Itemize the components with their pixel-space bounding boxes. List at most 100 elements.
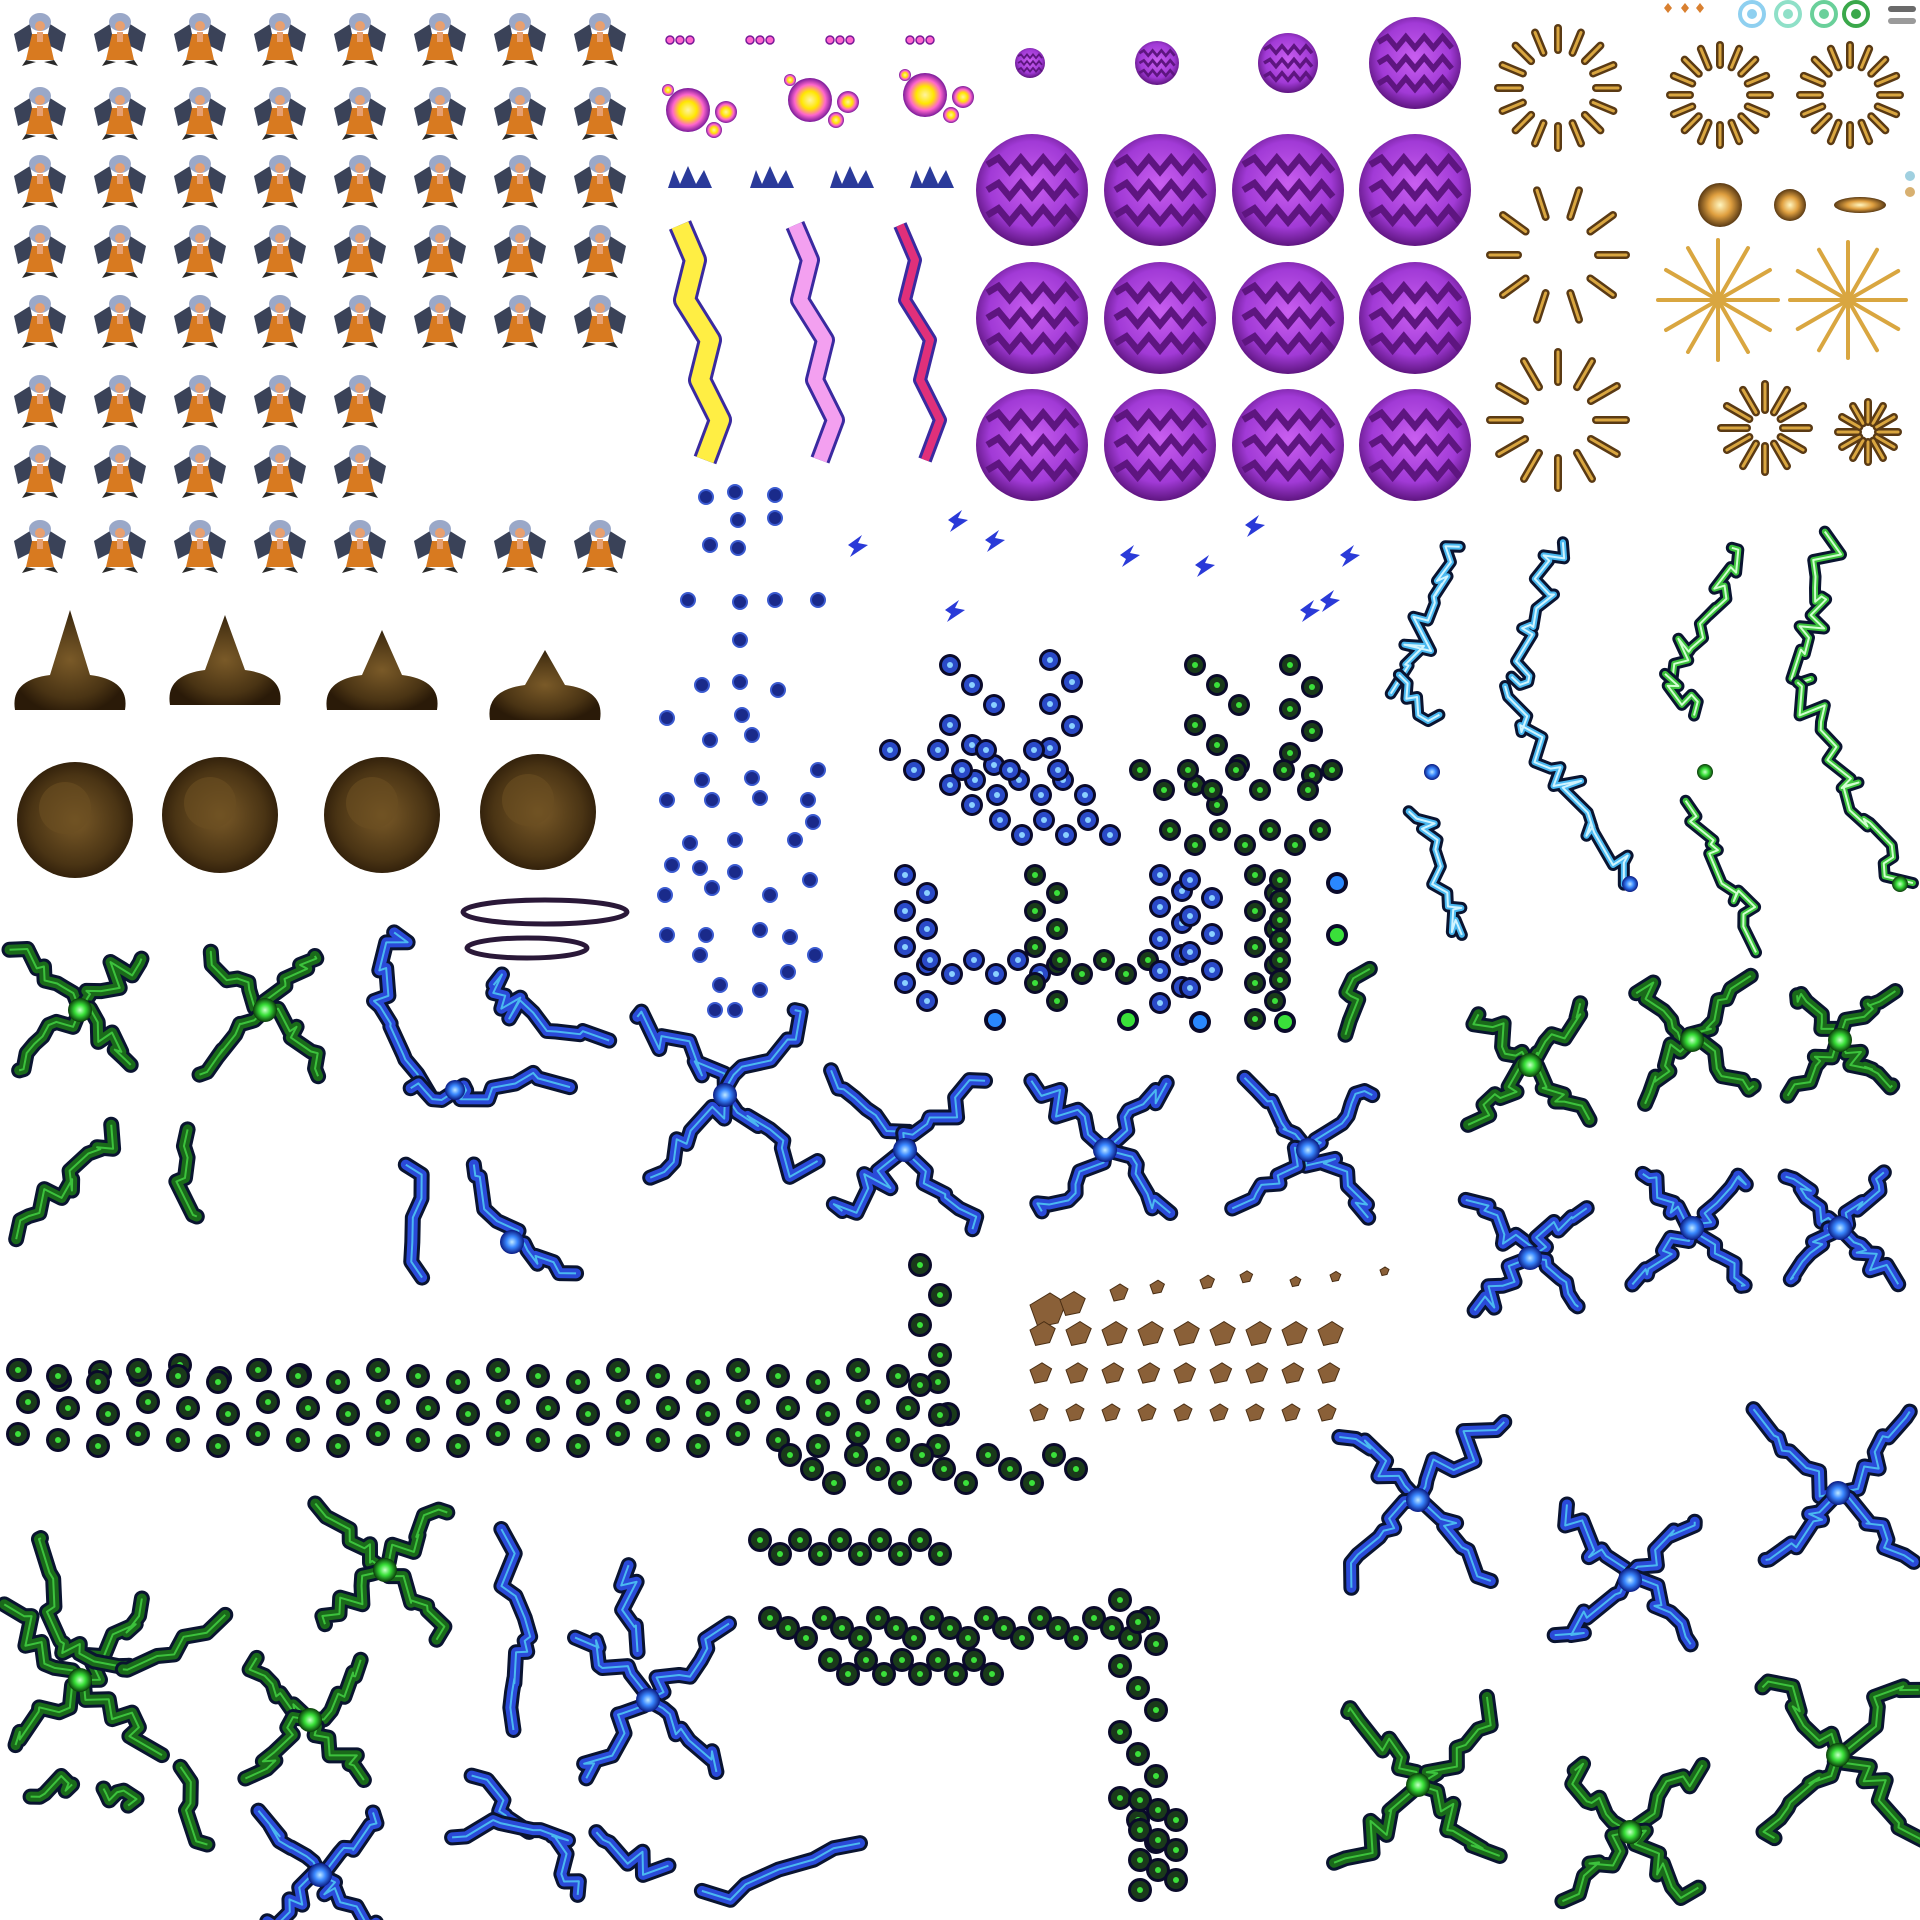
cross-lightning-icon [1752, 1408, 1839, 1498]
chain-blob-icon [265, 1399, 271, 1405]
shard-icon [848, 535, 868, 557]
cross-lightning-icon [1093, 1138, 1117, 1162]
spark-dot-icon [727, 484, 743, 500]
bubble-icon [915, 35, 925, 45]
bubble-icon [943, 107, 959, 123]
winged-sorceress-icon [14, 445, 66, 498]
colored-bolt-frames [668, 220, 947, 465]
electric-vine-icon [1790, 531, 1842, 684]
character-frames [14, 13, 626, 573]
cross-lightning-icon [314, 1502, 386, 1571]
chain-blob-icon [917, 1382, 923, 1388]
chain-blob-icon [1157, 936, 1163, 942]
cross-lightning-icon [209, 950, 266, 1011]
cross-lightning-icon [1463, 1058, 1535, 1130]
spark-dot-icon [702, 732, 718, 748]
winged-sorceress-icon [414, 295, 466, 348]
chain-blob-icon [1193, 1015, 1207, 1029]
chain-blob-icon [745, 1399, 751, 1405]
chain-blob-icon [1209, 895, 1215, 901]
chain-blob-icon [1091, 1615, 1097, 1621]
chain-blob-icon [1161, 787, 1167, 793]
chain-blob-icon [1214, 682, 1220, 688]
chain-blob-icon [1069, 679, 1075, 685]
chain-blob-icon [1069, 723, 1075, 729]
cross-lightning-icon [720, 1090, 823, 1182]
cross-lightning-icon [1529, 1257, 1579, 1308]
crown-icon [910, 166, 954, 188]
chain-blob-icon [855, 1367, 861, 1373]
rock-debris-icon [1137, 1362, 1161, 1384]
chain-blob-icon [865, 1399, 871, 1405]
halo-ring-icon [464, 935, 590, 961]
chain-blob-icon [797, 1537, 803, 1543]
chain-blob-icon [917, 1671, 923, 1677]
spark-dot-icon [712, 977, 728, 993]
chain-blob-icon [1016, 777, 1022, 783]
spark-dot-icon [727, 832, 743, 848]
chain-blob-icon [947, 662, 953, 668]
winged-sorceress-icon [414, 520, 466, 573]
cross-lightning-icon [179, 1766, 208, 1846]
chain-blob-icon [941, 1466, 947, 1472]
electric-vine-icon [1424, 764, 1440, 780]
rock-debris-icon [1149, 1279, 1166, 1295]
chain-blob-icon [1157, 872, 1163, 878]
chain-blob-icon [935, 1657, 941, 1663]
chain-blob-icon [1041, 817, 1047, 823]
chain-blob-icon [1277, 877, 1283, 883]
chain-blob-icon [893, 1625, 899, 1631]
chain-blob-icon [905, 1405, 911, 1411]
winged-sorceress-icon [334, 375, 386, 428]
chain-blob-icon [415, 1373, 421, 1379]
chain-blob-icon [1330, 928, 1344, 942]
chain-blob-icon [585, 1411, 591, 1417]
cross-lightning-icon [10, 1675, 85, 1751]
winged-sorceress-icon [254, 155, 306, 208]
chain-blob-icon [937, 1352, 943, 1358]
chain-blob-icon [1287, 662, 1293, 668]
cross-lightning-icon [199, 1009, 266, 1076]
chain-blob-icon [415, 1437, 421, 1443]
cross-lightning-icon [1785, 1175, 1841, 1229]
cross-lightning-icon [264, 1007, 320, 1077]
spark-dot-icon [698, 927, 714, 943]
cross-lightning-icon [1529, 1207, 1588, 1259]
chain-blob-icon [1187, 877, 1193, 883]
status-icon [1664, 3, 1672, 13]
chain-blob-icon [927, 957, 933, 963]
status-icons [1664, 0, 1916, 197]
chain-blob-icon [767, 1615, 773, 1621]
bubble-icon [665, 35, 675, 45]
chain-blob-icon [1073, 1635, 1079, 1641]
spark-dot-icon [657, 887, 673, 903]
spark-dot-icon [805, 814, 821, 830]
spark-dot-icon [810, 592, 826, 608]
cross-lightning-icon [1296, 1138, 1320, 1162]
purple-orb-icon [976, 134, 1088, 246]
electric-vine-icon [1622, 876, 1638, 892]
winged-sorceress-icon [14, 13, 66, 66]
chain-blob-icon [965, 1635, 971, 1641]
purple-orb-icon [1258, 33, 1318, 93]
cross-lightning-icon [1761, 1680, 1839, 1756]
cross-lightning-icon [1467, 1062, 1531, 1126]
chain-blob-icon [1287, 706, 1293, 712]
chain-blob-icon [924, 890, 930, 896]
spark-dot-icon [752, 790, 768, 806]
rock-debris-icon [1059, 1291, 1086, 1316]
winged-sorceress-icon [334, 520, 386, 573]
chain-blob-icon [935, 747, 941, 753]
chain-blob-icon [935, 1379, 941, 1385]
rock-debris-icon [1173, 1321, 1200, 1346]
cross-lightning-icon [595, 1831, 669, 1876]
chain-blob-icon [655, 1437, 661, 1443]
spark-dot-icon [762, 887, 778, 903]
cross-lightning-icon [1635, 981, 1693, 1042]
status-icon [1696, 3, 1704, 13]
chain-blob-icon [215, 1379, 221, 1385]
rock-debris-icon [1317, 1321, 1344, 1346]
cross-lightning-icon [1472, 1013, 1531, 1066]
chain-blob-icon [937, 1292, 943, 1298]
chain-blob-icon [875, 1615, 881, 1621]
